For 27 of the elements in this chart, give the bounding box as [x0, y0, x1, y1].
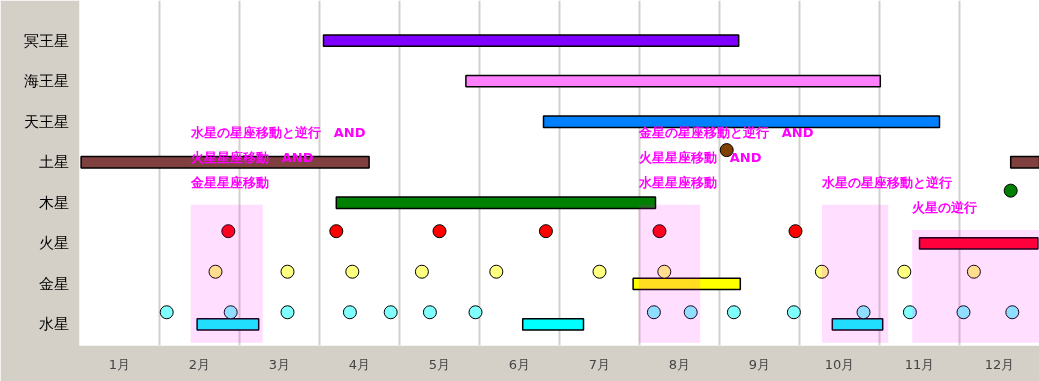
x-tick-label: 2月 — [188, 356, 211, 372]
x-tick-label: 3月 — [268, 356, 291, 372]
bar — [322, 34, 740, 48]
band-label: 火星の逆行 — [911, 200, 978, 216]
x-tick-label: 7月 — [588, 356, 611, 372]
band-label: 水星の星座移動と逆行 — [820, 175, 952, 191]
y-tick-label: 土星 — [38, 153, 69, 172]
y-tick-label: 火星 — [38, 234, 69, 253]
x-tick-label: 12月 — [984, 356, 1015, 372]
band-label: 金星の星座移動と逆行 AND 火星星座移動 AND 水星星座移動 — [637, 124, 814, 191]
y-tick-label: 金星 — [38, 274, 69, 293]
x-tick-label: 5月 — [428, 356, 451, 372]
x-tick-label: 6月 — [508, 356, 531, 372]
bar — [465, 74, 882, 88]
y-tick-label: 天王星 — [23, 112, 69, 131]
bar — [335, 196, 657, 210]
x-tick-label: 1月 — [108, 356, 131, 372]
y-tick-label: 冥王星 — [23, 31, 69, 50]
x-tick-label: 9月 — [748, 356, 771, 372]
bar — [918, 236, 1039, 250]
x-tick-label: 4月 — [348, 356, 371, 372]
x-tick-label: 10月 — [824, 356, 855, 372]
y-tick-label: 木星 — [38, 193, 69, 212]
y-tick-label: 海王星 — [23, 72, 69, 91]
x-tick-label: 11月 — [904, 356, 935, 372]
x-tick-label: 8月 — [668, 356, 691, 372]
y-tick-label: 水星 — [38, 315, 69, 334]
